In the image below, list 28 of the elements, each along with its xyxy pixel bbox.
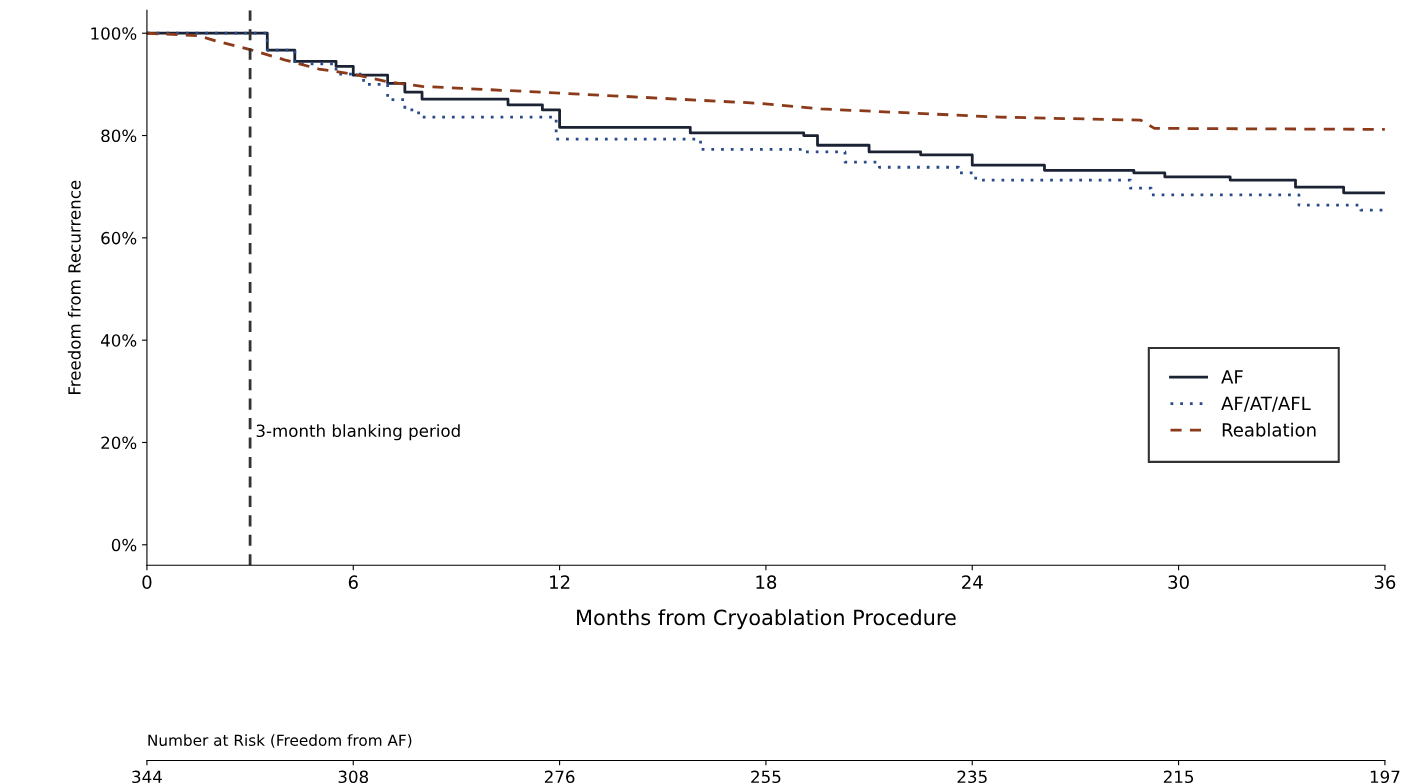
- legend-label: AF: [1221, 370, 1243, 384]
- legend-label: AF/AT/AFL: [1221, 396, 1311, 412]
- x-tick-label: 36: [1374, 575, 1396, 589]
- x-tick-label: 0: [142, 575, 152, 589]
- text: 308: [338, 770, 369, 784]
- y-tick-label: 60%: [101, 231, 137, 245]
- y-tick-label: 0%: [111, 538, 137, 552]
- line-series: [146, 31, 1385, 131]
- legend-label: Reablation: [1222, 422, 1316, 437]
- y-tick-label: 100%: [91, 27, 137, 40]
- x-tick-label: 12: [550, 575, 570, 589]
- y-axis-title: Freedom from Recurrence: [67, 180, 81, 395]
- text: 215: [1163, 770, 1194, 784]
- text: 197: [1370, 770, 1400, 784]
- text: 276: [544, 770, 575, 784]
- x-tick-label: 24: [962, 575, 983, 589]
- x-axis-title: Months from Cryoablation Procedure: [577, 609, 956, 630]
- text: Number at Risk (Freedom from AF): [148, 734, 412, 748]
- ref-line-label: 3-month blanking period: [256, 424, 460, 441]
- x-tick-label: 6: [348, 575, 358, 589]
- y-tick-label: 40%: [100, 334, 137, 347]
- x-tick-label: 30: [1168, 575, 1189, 589]
- y-tick-label: 20%: [101, 436, 137, 450]
- text: 255: [751, 770, 781, 784]
- text: 344: [132, 770, 162, 784]
- x-tick-label: 18: [756, 575, 777, 589]
- y-tick-label: 80%: [101, 129, 137, 143]
- text: 235: [957, 770, 987, 784]
